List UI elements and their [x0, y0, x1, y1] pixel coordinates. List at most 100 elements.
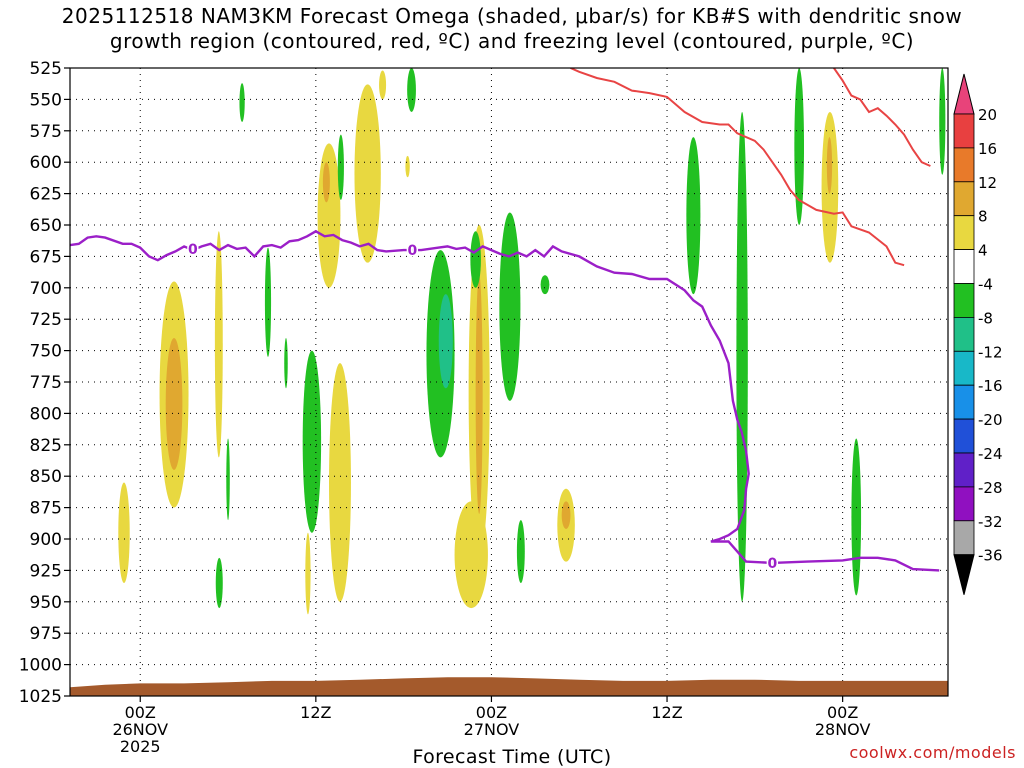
omega-cell-13 [337, 134, 344, 200]
x-tick-label-0-0: 00Z [125, 703, 156, 722]
y-tick-label-750: 750 [30, 342, 62, 362]
omega-shading-layer [118, 68, 946, 615]
y-tick-label-625: 625 [30, 185, 62, 205]
colorbar-bottom-arrow [953, 554, 975, 595]
omega-cell-8 [284, 338, 288, 389]
title-line-2: growth region (contoured, red, ºC) and f… [109, 29, 915, 53]
colorbar-label-4: 4 [978, 242, 988, 260]
omega-cell-26 [516, 520, 525, 583]
colorbar-seg-5 [953, 249, 975, 284]
omega-cell-36 [939, 68, 946, 175]
grid-layer [70, 67, 948, 697]
omega-cell-27 [540, 275, 550, 295]
colorbar-top-arrow [953, 73, 975, 115]
colorbar-label-0: 20 [978, 106, 997, 124]
colorbar-seg-11 [953, 452, 975, 488]
x-tick-label-4-0: 00Z [827, 703, 858, 722]
x-tick-label-2-0: 00Z [476, 703, 507, 722]
colorbar-label-10: -24 [978, 445, 1003, 463]
y-tick-label-875: 875 [30, 499, 62, 519]
y-axis: 525 550 575 600 625 650 675 700 725 750 775 800 825 8… [19, 59, 70, 707]
dgz-contour-lower [833, 68, 931, 167]
colorbar-seg-3 [953, 181, 975, 217]
y-tick-label-550: 550 [30, 90, 62, 110]
chart-title: 2025112518 NAM3KM Forecast Omega (shaded… [0, 4, 1024, 54]
x-tick-label-2-1: 27NOV [464, 720, 520, 739]
y-tick-label-975: 975 [30, 624, 62, 644]
colorbar-label-12: -32 [978, 513, 1003, 531]
y-tick-label-675: 675 [30, 247, 62, 267]
colorbar-seg-12 [953, 486, 975, 522]
omega-cell-30 [686, 137, 701, 295]
y-tick-label-925: 925 [30, 561, 62, 581]
colorbar-label-6: -8 [978, 309, 993, 327]
colorbar-label-7: -12 [978, 343, 1003, 361]
omega-cell-16 [379, 70, 387, 100]
colorbar-label-1: 16 [978, 140, 997, 158]
omega-cell-10 [302, 350, 322, 533]
freezing-level-contour [70, 229, 940, 572]
omega-cell-35 [851, 438, 862, 596]
y-tick-label-775: 775 [30, 373, 62, 393]
omega-cell-0 [118, 482, 130, 583]
y-tick-label-800: 800 [30, 404, 62, 424]
omega-cell-18 [405, 155, 410, 178]
omega-cell-6 [226, 438, 230, 521]
colorbar-seg-2 [953, 147, 975, 183]
colorbar-seg-9 [953, 384, 975, 420]
omega-cell-12 [322, 162, 330, 203]
x-tick-label-4-1: 28NOV [815, 720, 871, 739]
colorbar-seg-7 [953, 316, 975, 352]
colorbar-seg-13 [953, 520, 975, 556]
colorbar: 20 16 12 8 4 -4 -8 -12 -16 -20 -24 -28 -32 -36 [953, 73, 1003, 595]
colorbar-label-13: -36 [978, 547, 1003, 565]
x-tick-label-0-2: 2025 [120, 737, 161, 756]
y-tick-label-600: 600 [30, 153, 62, 173]
y-tick-label-1000: 1000 [19, 656, 62, 676]
x-tick-label-1-0: 12Z [300, 703, 331, 722]
omega-cell-25 [499, 212, 521, 401]
colorbar-seg-10 [953, 418, 975, 454]
x-tick-label-3-0: 12Z [651, 703, 682, 722]
y-tick-label-825: 825 [30, 436, 62, 456]
colorbar-label-2: 12 [978, 174, 997, 192]
omega-cell-15 [329, 363, 351, 602]
omega-cell-32 [794, 68, 805, 225]
omega-cell-11 [317, 143, 341, 288]
freezing-level-label-1: 0 [408, 243, 418, 259]
omega-cell-20 [438, 294, 453, 389]
x-tick-label-0-1: 26NOV [112, 720, 168, 739]
freezing-level-label-2: 0 [768, 556, 778, 572]
omega-cell-5 [215, 557, 223, 609]
colorbar-label-11: -28 [978, 479, 1003, 497]
omega-cell-24 [470, 231, 481, 288]
omega-cell-2 [165, 338, 183, 470]
omega-cell-4 [239, 83, 245, 123]
terrain-layer [70, 677, 948, 696]
credit-text[interactable]: coolwx.com/models [849, 743, 1016, 762]
terrain-fill [70, 677, 948, 696]
colorbar-label-3: 8 [978, 208, 988, 226]
dgz-contour-upper [570, 68, 905, 267]
y-tick-label-950: 950 [30, 593, 62, 613]
omega-cell-34 [826, 137, 833, 194]
colorbar-label-5: -4 [978, 276, 993, 294]
freezing-level-label-0: 0 [188, 242, 198, 258]
y-tick-label-1025: 1025 [19, 687, 62, 707]
colorbar-label-9: -20 [978, 411, 1003, 429]
omega-cell-29 [561, 501, 571, 529]
colorbar-seg-8 [953, 350, 975, 386]
title-line-1: 2025112518 NAM3KM Forecast Omega (shaded… [61, 4, 963, 28]
omega-cell-31 [736, 111, 748, 602]
omega-cell-14 [354, 84, 381, 263]
x-axis-label: Forecast Time (UTC) [412, 746, 612, 768]
omega-cell-23 [475, 275, 483, 514]
colorbar-seg-4 [953, 215, 975, 250]
omega-cell-17 [407, 68, 416, 112]
omega-cell-9 [305, 532, 311, 615]
y-tick-label-725: 725 [30, 310, 62, 330]
y-tick-label-575: 575 [30, 122, 62, 142]
y-tick-label-700: 700 [30, 279, 62, 299]
